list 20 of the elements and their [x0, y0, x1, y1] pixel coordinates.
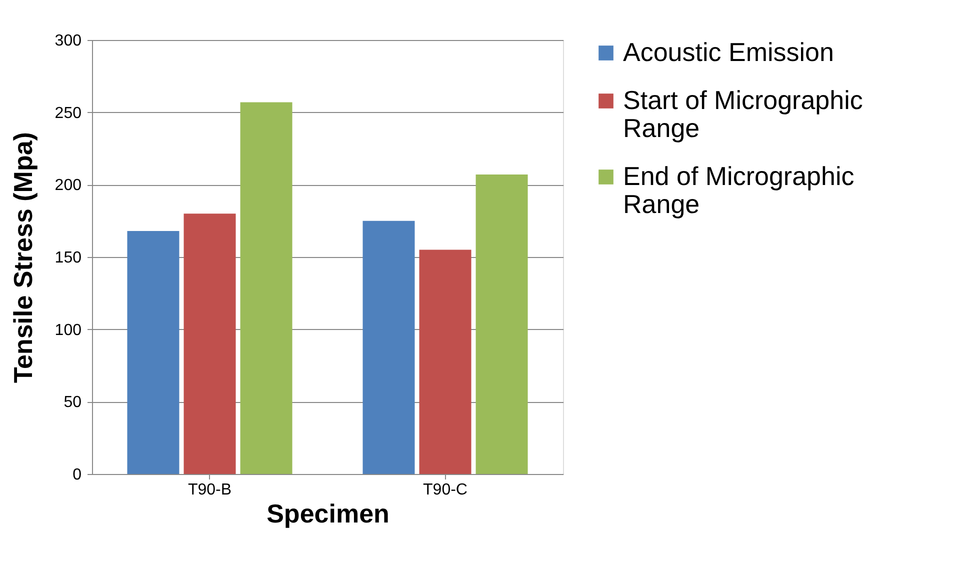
y-tick-label: 300 — [54, 32, 82, 50]
legend-label: Acoustic Emission — [623, 37, 834, 67]
bar — [240, 102, 292, 474]
bar — [184, 214, 236, 474]
legend-label: Start of Micrographic Range — [623, 85, 863, 143]
y-tick-label: 150 — [54, 250, 82, 266]
x-tick-label: T90-C — [423, 482, 468, 498]
y-tick-label: 250 — [54, 104, 82, 122]
y-tick-label: 50 — [64, 394, 82, 412]
x-tick-label: T90-B — [188, 482, 232, 498]
x-axis-title: Specimen — [266, 498, 390, 528]
bar — [127, 230, 180, 474]
bar — [362, 220, 415, 474]
y-tick-label: 0 — [72, 466, 82, 484]
y-tick-label: 100 — [54, 322, 82, 339]
y-axis-title: Tensile Stress (Mpa) — [8, 132, 38, 383]
bar — [476, 174, 528, 474]
bar — [419, 250, 472, 474]
legend-label: End of Micrographic Range — [623, 161, 854, 219]
y-tick-label: 200 — [54, 177, 82, 194]
